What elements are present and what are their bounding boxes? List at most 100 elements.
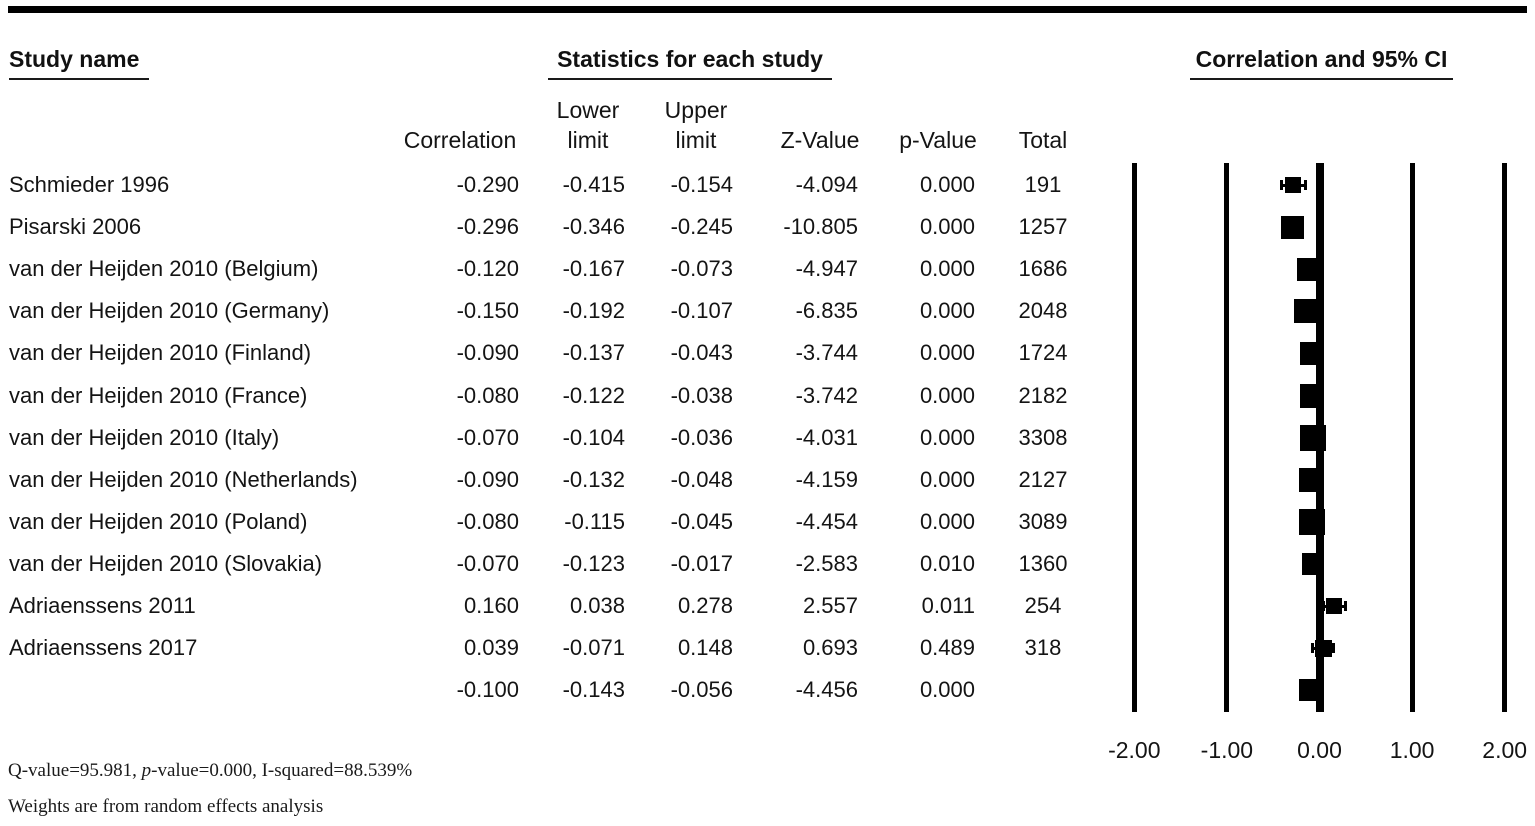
p-value-cell: 0.000 — [919, 466, 975, 492]
axis-tick-label: -2.00 — [1108, 737, 1161, 763]
upper-limit-cell: -0.245 — [670, 214, 733, 240]
column-header: limit — [567, 127, 609, 153]
upper-limit-cell: -0.038 — [670, 382, 733, 408]
p-value-cell: 0.000 — [919, 424, 975, 450]
lower-limit-cell: -0.192 — [562, 298, 625, 324]
correlation-cell: -0.070 — [456, 550, 519, 576]
total-cell: 3089 — [1018, 508, 1068, 534]
z-value-cell: -4.947 — [795, 256, 858, 282]
correlation-cell: -0.080 — [456, 382, 519, 408]
lower-limit-cell: -0.122 — [562, 382, 625, 408]
forest-marker — [1293, 299, 1318, 324]
statistics-header: Statistics for each study — [548, 46, 832, 80]
table-row: van der Heijden 2010 (France) -0.080 -0.12… — [0, 375, 1120, 417]
p-value-cell: 0.000 — [919, 508, 975, 534]
axis-gridline — [1131, 163, 1137, 712]
p-value-cell: 0.489 — [919, 635, 975, 661]
ci-whisker-end — [1343, 601, 1347, 611]
upper-limit-cell: -0.045 — [670, 508, 733, 534]
lower-limit-cell: -0.137 — [562, 340, 625, 366]
upper-limit-cell: 0.148 — [677, 635, 733, 661]
column-header: Correlation — [403, 127, 517, 153]
forest-marker — [1299, 341, 1323, 365]
table-row: Schmieder 1996 -0.290 -0.415 -0.154 -4.094 0.… — [0, 164, 1120, 206]
table-row: Adriaenssens 2011 0.160 0.038 0.278 2.557 0.0… — [0, 585, 1120, 627]
z-value-cell: -4.159 — [795, 466, 858, 492]
upper-limit-cell: -0.017 — [670, 550, 733, 576]
z-value-cell: -3.742 — [795, 382, 858, 408]
study-name-cell: van der Heijden 2010 (France) — [9, 382, 308, 408]
axis-tick-label: 1.00 — [1389, 737, 1435, 763]
weights-footnote: Weights are from random effects analysis — [8, 796, 324, 817]
total-cell: 1686 — [1018, 256, 1068, 282]
total-cell: 3308 — [1018, 424, 1068, 450]
correlation-cell: -0.296 — [456, 214, 519, 240]
correlation-cell: -0.090 — [456, 340, 519, 366]
correlation-cell: -0.090 — [456, 466, 519, 492]
axis-tick-label: 2.00 — [1482, 737, 1528, 763]
total-cell: 1724 — [1018, 340, 1068, 366]
table-row: Pisarski 2006 -0.296 -0.346 -0.245 -10.805 0.… — [0, 206, 1120, 248]
p-value-cell: 0.000 — [919, 214, 975, 240]
study-name-cell: van der Heijden 2010 (Finland) — [9, 340, 312, 366]
forest-marker — [1299, 467, 1324, 492]
study-name-cell: Schmieder 1996 — [9, 172, 170, 197]
ci-whisker-end — [1279, 180, 1283, 190]
lower-limit-cell: -0.346 — [562, 214, 625, 240]
column-header: Total — [1018, 127, 1068, 153]
footnote-rest: -value=0.000, I-squared=88.539% — [151, 760, 413, 781]
study-name-cell: van der Heijden 2010 (Slovakia) — [9, 550, 323, 576]
footnote-p-italic: p — [141, 760, 152, 781]
forest-marker — [1300, 424, 1327, 451]
z-value-cell: -6.835 — [795, 298, 858, 324]
ci-whisker-end — [1331, 643, 1335, 654]
p-value-cell: 0.010 — [919, 550, 975, 576]
lower-limit-cell: -0.167 — [562, 256, 625, 282]
z-value-cell: -4.454 — [795, 508, 858, 534]
ci-whisker-end — [1321, 601, 1325, 611]
lower-limit-cell: -0.123 — [562, 550, 625, 576]
z-value-cell: -4.094 — [795, 172, 858, 197]
table-row: van der Heijden 2010 (Netherlands) -0.090… — [0, 459, 1120, 501]
forest-marker — [1300, 383, 1325, 408]
total-cell: 1257 — [1018, 214, 1068, 240]
z-value-cell: -10.805 — [783, 214, 858, 240]
total-cell: 1360 — [1018, 550, 1068, 576]
correlation-cell: -0.290 — [456, 172, 519, 197]
forest-marker — [1280, 215, 1304, 239]
column-header: limit — [675, 127, 717, 153]
total-cell: 191 — [1024, 172, 1062, 197]
axis-tick-label: -1.00 — [1200, 737, 1254, 763]
forest-marker — [1302, 552, 1325, 575]
study-name-cell: van der Heijden 2010 (Belgium) — [9, 256, 319, 282]
upper-limit-cell: -0.073 — [670, 256, 733, 282]
upper-limit-cell: -0.048 — [670, 466, 733, 492]
z-value-cell: -4.456 — [795, 677, 858, 703]
study-name-cell: van der Heijden 2010 (Germany) — [9, 298, 330, 324]
study-name-cell: van der Heijden 2010 (Italy) — [9, 424, 280, 450]
upper-limit-cell: -0.107 — [670, 298, 733, 324]
correlation-cell: 0.039 — [463, 635, 519, 661]
upper-limit-cell: -0.154 — [670, 172, 733, 197]
study-name-header: Study name — [9, 46, 149, 80]
correlation-cell: -0.100 — [456, 677, 519, 703]
p-value-cell: 0.000 — [919, 172, 975, 197]
study-name-cell: van der Heijden 2010 (Netherlands) — [9, 466, 358, 492]
total-cell: 2182 — [1018, 382, 1068, 408]
summary-row: -0.100 -0.143 -0.056 -4.456 0.000 — [0, 669, 1120, 711]
ci-whisker-end — [1311, 643, 1315, 654]
total-cell: 318 — [1024, 635, 1062, 661]
correlation-cell: -0.120 — [456, 256, 519, 282]
forest-marker — [1326, 598, 1343, 614]
axis-gridline — [1409, 163, 1415, 712]
study-name-cell: Pisarski 2006 — [9, 214, 142, 240]
table-row: van der Heijden 2010 (Italy) -0.070 -0.104… — [0, 417, 1120, 459]
z-value-cell: -2.583 — [795, 550, 858, 576]
axis-tick-label: 0.00 — [1297, 737, 1342, 763]
p-value-cell: 0.000 — [919, 298, 975, 324]
total-cell: 2048 — [1018, 298, 1068, 324]
upper-limit-cell: 0.278 — [677, 593, 733, 618]
column-header: p-Value — [899, 127, 977, 153]
p-value-cell: 0.011 — [921, 593, 975, 618]
forest-marker — [1296, 257, 1320, 281]
